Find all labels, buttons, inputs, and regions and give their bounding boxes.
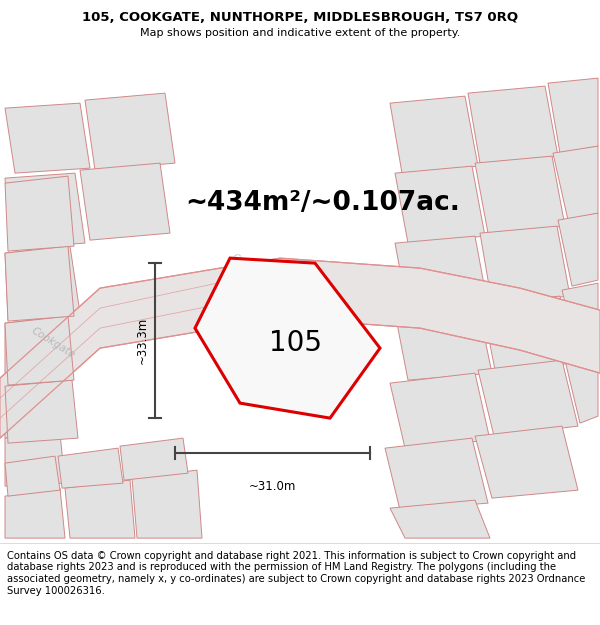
Polygon shape [480, 226, 570, 303]
Polygon shape [80, 163, 170, 240]
Polygon shape [548, 78, 598, 153]
Polygon shape [5, 488, 65, 538]
Text: ~434m²/~0.107ac.: ~434m²/~0.107ac. [185, 190, 460, 216]
Polygon shape [5, 176, 74, 251]
Polygon shape [132, 470, 202, 538]
Polygon shape [562, 283, 598, 356]
Text: 105: 105 [269, 329, 322, 357]
Polygon shape [5, 246, 80, 320]
Polygon shape [5, 380, 78, 443]
Polygon shape [5, 316, 72, 383]
Text: Contains OS data © Crown copyright and database right 2021. This information is : Contains OS data © Crown copyright and d… [7, 551, 586, 596]
Polygon shape [478, 360, 578, 436]
Polygon shape [475, 156, 565, 233]
Polygon shape [5, 173, 85, 248]
Polygon shape [564, 348, 598, 423]
Polygon shape [482, 296, 575, 370]
Polygon shape [475, 426, 578, 498]
Polygon shape [390, 96, 478, 173]
Polygon shape [58, 448, 123, 488]
Polygon shape [390, 373, 490, 448]
Polygon shape [395, 166, 485, 243]
Polygon shape [395, 236, 488, 313]
Polygon shape [390, 500, 490, 538]
Polygon shape [5, 456, 60, 496]
Text: 105, COOKGATE, NUNTHORPE, MIDDLESBROUGH, TS7 0RQ: 105, COOKGATE, NUNTHORPE, MIDDLESBROUGH,… [82, 11, 518, 24]
Text: Cookgate: Cookgate [30, 326, 77, 361]
Polygon shape [395, 306, 492, 380]
Polygon shape [385, 438, 488, 510]
Polygon shape [120, 438, 188, 480]
Polygon shape [5, 433, 65, 486]
Polygon shape [5, 103, 90, 173]
Polygon shape [468, 86, 558, 163]
Polygon shape [553, 146, 598, 220]
Polygon shape [5, 316, 74, 385]
Polygon shape [65, 480, 135, 538]
Polygon shape [195, 258, 380, 418]
Text: ~31.0m: ~31.0m [249, 480, 296, 493]
Polygon shape [5, 378, 68, 438]
Polygon shape [0, 258, 600, 438]
Text: ~33.3m: ~33.3m [136, 317, 148, 364]
Text: Cook: Cook [230, 253, 256, 274]
Polygon shape [558, 213, 598, 286]
Polygon shape [85, 93, 175, 170]
Text: Map shows position and indicative extent of the property.: Map shows position and indicative extent… [140, 28, 460, 38]
Polygon shape [5, 246, 74, 321]
